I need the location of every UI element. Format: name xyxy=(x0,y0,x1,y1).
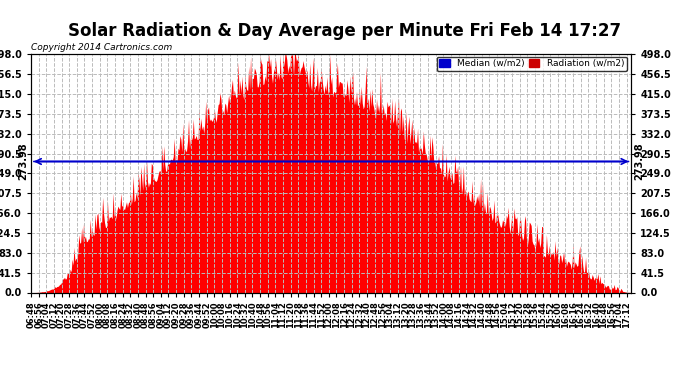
Legend: Median (w/m2), Radiation (w/m2): Median (w/m2), Radiation (w/m2) xyxy=(437,57,627,71)
Text: Copyright 2014 Cartronics.com: Copyright 2014 Cartronics.com xyxy=(31,44,172,52)
Text: 273.98: 273.98 xyxy=(635,142,644,180)
Text: 273.98: 273.98 xyxy=(18,142,28,180)
Text: Solar Radiation & Day Average per Minute Fri Feb 14 17:27: Solar Radiation & Day Average per Minute… xyxy=(68,22,622,40)
